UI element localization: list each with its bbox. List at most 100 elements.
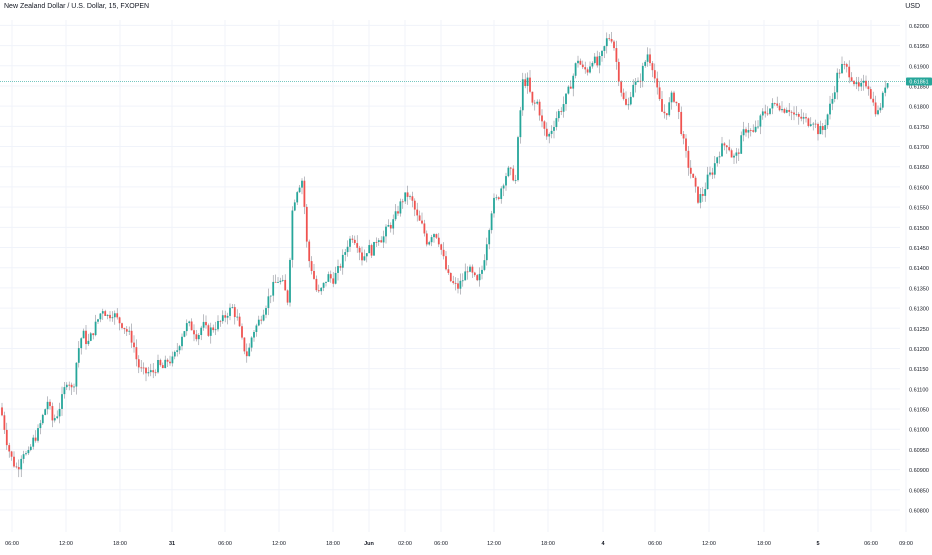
candle [845, 62, 848, 73]
candle [406, 185, 409, 205]
candle [349, 235, 351, 252]
candle-body-up [829, 103, 831, 115]
candle [173, 350, 176, 360]
candle [512, 165, 515, 182]
candle [569, 80, 572, 89]
candle-body-up [860, 82, 863, 87]
candle [749, 128, 752, 137]
candle [843, 61, 846, 70]
candle [857, 76, 860, 92]
candle-body-down [13, 456, 15, 467]
candle [32, 434, 35, 450]
candle [437, 232, 440, 247]
candle [125, 326, 128, 336]
y-tick-label: 0.61650 [909, 165, 929, 171]
candle-body-up [82, 330, 85, 339]
candle-body-up [29, 446, 32, 451]
candle-body-up [709, 172, 711, 175]
candle-body-down [274, 281, 277, 283]
candle-body-down [471, 266, 474, 273]
candle [197, 333, 200, 346]
candle-body-up [202, 321, 205, 328]
candle [341, 249, 344, 275]
candle-body-up [747, 130, 750, 133]
candle [821, 123, 824, 135]
candle-body-down [241, 326, 243, 338]
candle [272, 275, 275, 302]
candle [874, 95, 877, 117]
candle [97, 318, 99, 324]
candle-body-down [788, 109, 791, 112]
x-tick-label: 31 [169, 541, 175, 547]
candle-body-up [716, 157, 719, 164]
candle [872, 91, 875, 106]
candle-body-up [481, 269, 483, 274]
candle-body-up [483, 260, 486, 270]
candle-body-up [704, 189, 707, 196]
candle [555, 111, 558, 131]
candle [704, 182, 707, 202]
candle [807, 117, 810, 128]
candle [89, 331, 92, 342]
candle-body-down [397, 211, 399, 214]
candle [63, 381, 66, 399]
y-axis[interactable]: 0.62000 0.61950 0.61900 0.61850 0.61800 0.617… [909, 24, 929, 515]
x-tick-label: Jun [364, 541, 374, 547]
candle [82, 328, 85, 339]
candle [493, 193, 495, 218]
candle [795, 106, 798, 117]
candle-body-down [329, 274, 332, 279]
candle-body-up [771, 103, 774, 109]
candle-body-up [325, 281, 327, 283]
candle-body-up [886, 83, 889, 88]
candle-body-down [543, 121, 546, 129]
candle-body-down [509, 167, 512, 169]
x-tick-label: 09:00 [899, 541, 913, 547]
candle-body-down [442, 249, 445, 257]
candle [497, 196, 500, 201]
candle-body-up [670, 92, 673, 103]
candle-body-down [457, 283, 459, 289]
candle [118, 316, 121, 331]
candle [548, 132, 551, 144]
candle [879, 102, 882, 113]
candle-body-down [190, 321, 193, 331]
candle [533, 99, 536, 111]
candle [577, 55, 579, 68]
candle [689, 160, 692, 179]
x-axis[interactable]: 06:00 12:00 18:00 31 06:00 12:00 18:00 Jun 02:00… [5, 541, 913, 547]
candle [279, 277, 282, 285]
candle [581, 60, 584, 70]
candle-body-down [130, 330, 133, 343]
candle [274, 274, 277, 283]
candle-body-up [65, 384, 68, 388]
candle-body-down [449, 272, 452, 282]
candle-body-up [89, 333, 92, 341]
candle-body-down [790, 111, 793, 113]
x-tick-label: 18:00 [541, 541, 555, 547]
candle-body-up [502, 185, 505, 189]
candle [745, 127, 747, 137]
candle [519, 106, 522, 144]
candle [329, 270, 332, 283]
candle-body-down [675, 101, 678, 104]
candle-body-down [245, 351, 248, 357]
candle [670, 90, 673, 110]
candle-body-up [735, 152, 738, 156]
candle-body-up [761, 111, 764, 116]
candle-body-up [517, 137, 519, 181]
candle [824, 119, 827, 138]
candle [800, 109, 803, 122]
candle-body-down [435, 234, 438, 238]
candle-body-up [742, 129, 745, 136]
candle [476, 274, 479, 282]
candle [617, 58, 620, 86]
candle-body-up [469, 266, 471, 272]
candle-body-up [740, 135, 743, 154]
candle-body-down [166, 359, 169, 362]
candle-body-down [233, 307, 236, 318]
candle [207, 323, 210, 337]
candle [130, 323, 133, 348]
